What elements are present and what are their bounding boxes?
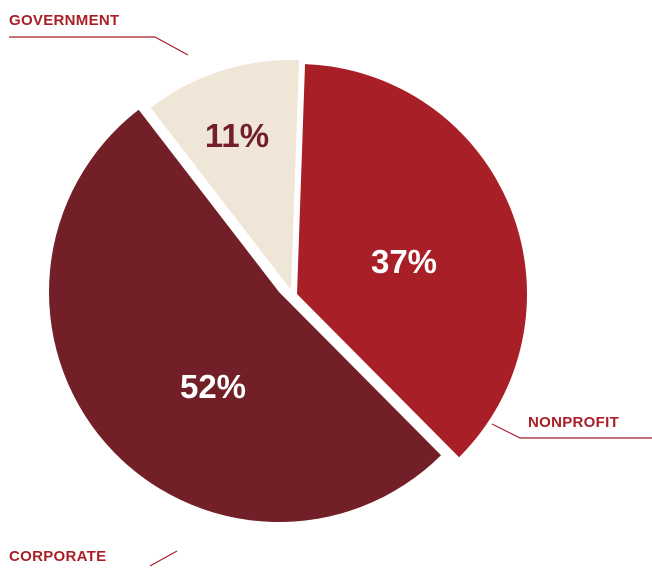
pie-slice-corporate bbox=[49, 109, 442, 522]
slice-value-government: 11% bbox=[205, 117, 269, 154]
pie-slice-government bbox=[150, 60, 300, 290]
leader-line-corporate bbox=[149, 550, 178, 567]
leader-line-government bbox=[9, 36, 189, 56]
leader-line-nonprofit bbox=[491, 423, 652, 439]
pie-slices bbox=[49, 60, 527, 522]
callout-label-government: GOVERNMENT bbox=[9, 12, 120, 29]
callout-label-corporate: CORPORATE bbox=[9, 548, 106, 565]
callout-label-nonprofit: NONPROFIT bbox=[528, 414, 619, 431]
pie-slice-nonprofit bbox=[297, 64, 527, 458]
slice-value-nonprofit: 37% bbox=[371, 243, 437, 280]
slice-value-corporate: 52% bbox=[180, 368, 246, 405]
